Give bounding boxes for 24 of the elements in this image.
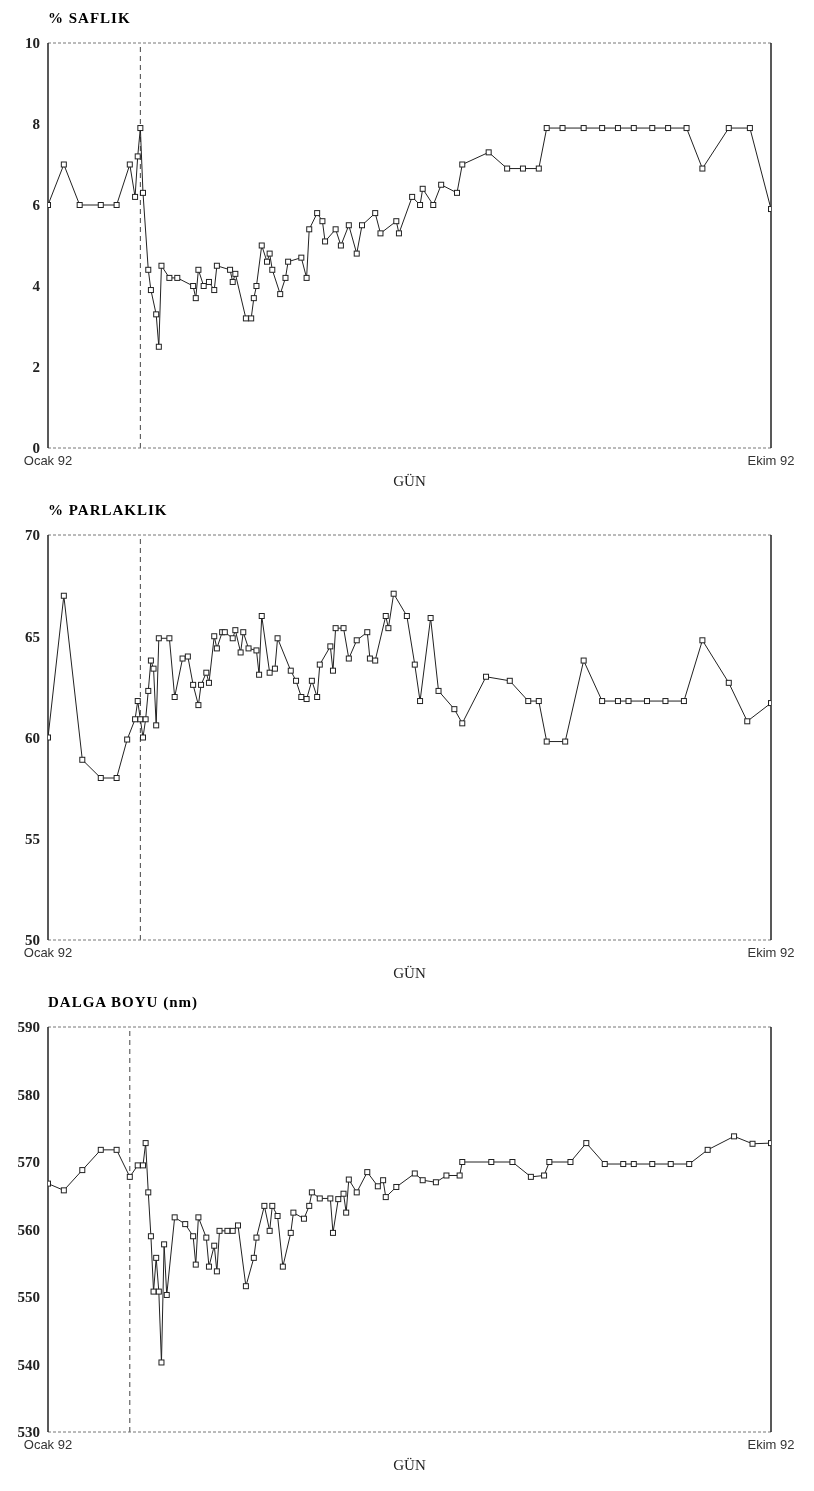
chart-title: DALGA BOYU (nm) (48, 994, 199, 1011)
x-tick-label: Ekim 92 (747, 1437, 795, 1453)
y-tick-label: 65 (25, 628, 40, 645)
y-tick-label: 70 (25, 527, 40, 544)
y-tick-label: 6 (32, 197, 41, 214)
y-tick-label: 8 (32, 116, 40, 133)
x-tick-label: Ekim 92 (747, 453, 795, 469)
chart-title: % PARLAKLIK (48, 502, 168, 519)
y-tick-label: 60 (25, 729, 40, 746)
x-axis-title: GÜN (393, 1457, 426, 1473)
y-tick-label: 590 (17, 1019, 40, 1036)
y-tick-label: 540 (17, 1356, 40, 1373)
x-axis-title: GÜN (393, 473, 426, 489)
y-tick-label: 550 (17, 1289, 40, 1306)
y-tick-label: 2 (32, 359, 40, 376)
y-tick-label: 560 (17, 1221, 40, 1238)
y-tick-label: 570 (17, 1154, 40, 1171)
y-tick-label: 10 (25, 35, 40, 52)
y-tick-label: 55 (25, 831, 40, 848)
x-axis-title: GÜN (393, 965, 426, 981)
y-tick-label: 580 (17, 1086, 40, 1103)
y-tick-label: 4 (32, 278, 41, 295)
x-tick-label: Ekim 92 (747, 945, 795, 961)
chart-title: % SAFLIK (48, 10, 131, 27)
